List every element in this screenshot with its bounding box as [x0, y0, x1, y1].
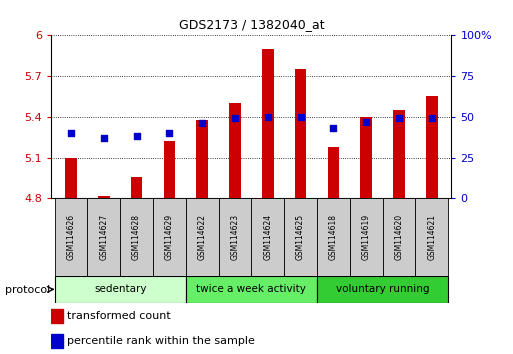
Point — [132, 133, 141, 139]
Bar — [426, 97, 438, 198]
Bar — [350, 198, 383, 276]
Title: GDS2173 / 1382040_at: GDS2173 / 1382040_at — [179, 18, 324, 32]
Bar — [65, 158, 77, 198]
Bar — [219, 198, 251, 276]
Text: GSM114629: GSM114629 — [165, 214, 174, 260]
Bar — [120, 198, 153, 276]
Point — [100, 135, 108, 141]
Bar — [98, 195, 109, 198]
Point — [198, 120, 206, 126]
Text: twice a week activity: twice a week activity — [196, 284, 306, 295]
Bar — [186, 198, 219, 276]
Bar — [51, 334, 63, 348]
Text: GSM114623: GSM114623 — [230, 214, 240, 260]
Bar — [196, 120, 208, 198]
Text: GSM114618: GSM114618 — [329, 214, 338, 260]
Text: transformed count: transformed count — [67, 311, 171, 321]
Bar — [51, 309, 63, 323]
Text: GSM114625: GSM114625 — [296, 214, 305, 260]
Text: percentile rank within the sample: percentile rank within the sample — [67, 336, 255, 346]
Bar — [262, 49, 273, 198]
Text: sedentary: sedentary — [94, 284, 146, 295]
Bar — [383, 198, 416, 276]
Point — [428, 116, 436, 121]
Text: GSM114619: GSM114619 — [362, 214, 371, 260]
Bar — [54, 276, 186, 303]
Point — [165, 130, 173, 136]
Bar — [153, 198, 186, 276]
Text: GSM114622: GSM114622 — [198, 214, 207, 260]
Bar — [317, 198, 350, 276]
Bar — [87, 198, 120, 276]
Text: GSM114621: GSM114621 — [427, 214, 436, 260]
Bar — [229, 103, 241, 198]
Bar — [284, 198, 317, 276]
Text: protocol: protocol — [5, 285, 50, 295]
Bar — [328, 147, 339, 198]
Bar — [251, 198, 284, 276]
Text: GSM114620: GSM114620 — [394, 214, 403, 260]
Bar — [54, 198, 87, 276]
Bar — [186, 276, 317, 303]
Bar — [361, 117, 372, 198]
Text: GSM114624: GSM114624 — [263, 214, 272, 260]
Point — [67, 130, 75, 136]
Point — [329, 125, 338, 131]
Text: GSM114627: GSM114627 — [100, 214, 108, 260]
Bar — [131, 177, 142, 198]
Point — [362, 119, 370, 125]
Point — [395, 116, 403, 121]
Bar — [416, 198, 448, 276]
Bar — [164, 141, 175, 198]
Text: voluntary running: voluntary running — [336, 284, 429, 295]
Point — [264, 114, 272, 120]
Text: GSM114628: GSM114628 — [132, 214, 141, 260]
Text: GSM114626: GSM114626 — [67, 214, 75, 260]
Point — [297, 114, 305, 120]
Bar — [295, 69, 306, 198]
Bar — [393, 110, 405, 198]
Bar — [317, 276, 448, 303]
Point — [231, 116, 239, 121]
